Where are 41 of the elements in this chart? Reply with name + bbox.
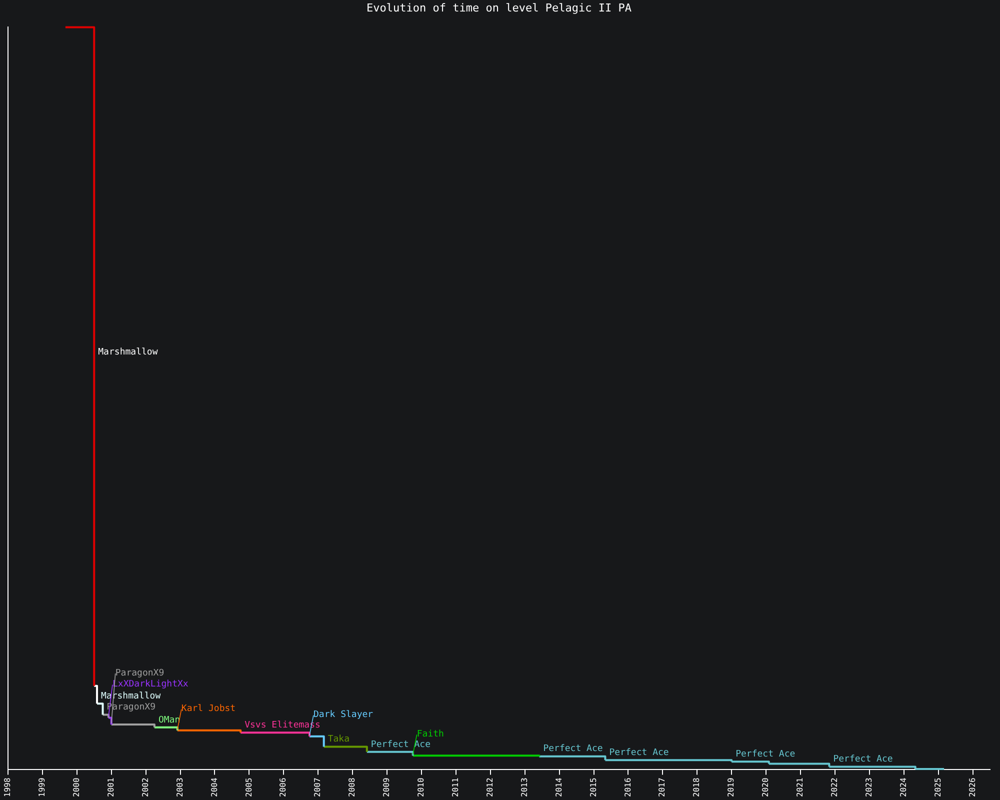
chart-title: Evolution of time on level Pelagic II PA bbox=[366, 1, 632, 14]
x-tick-label: 2010 bbox=[416, 778, 426, 797]
x-tick-label: 2000 bbox=[72, 778, 81, 797]
x-tick-label: 1999 bbox=[38, 778, 47, 797]
annotation: ParagonX9 bbox=[115, 668, 164, 678]
x-tick-label: 2019 bbox=[726, 778, 736, 797]
x-tick-label: 2014 bbox=[554, 778, 564, 797]
x-tick-label: 2016 bbox=[623, 778, 632, 797]
x-tick-label: 2021 bbox=[796, 778, 805, 797]
annotation: Karl Jobst bbox=[181, 704, 236, 714]
x-tick-label: 2011 bbox=[451, 778, 460, 797]
x-tick-label: 2015 bbox=[588, 778, 598, 797]
annotation: LxXDarkLightXx bbox=[112, 680, 189, 690]
annotation: Perfect Ace bbox=[609, 748, 669, 758]
x-tick-label: 2025 bbox=[933, 778, 942, 797]
annotation: Marshmallow bbox=[98, 347, 158, 358]
x-tick-label: 2023 bbox=[864, 778, 874, 797]
annotation: Taka bbox=[328, 734, 350, 745]
x-tick-label: 2003 bbox=[175, 778, 184, 797]
x-tick-label: 2017 bbox=[658, 778, 667, 797]
x-tick-label: 2018 bbox=[692, 778, 702, 797]
annotation: Dark Slayer bbox=[313, 710, 374, 720]
x-tick-label: 2002 bbox=[140, 778, 150, 797]
annotation: Perfect Ace bbox=[833, 754, 893, 765]
x-tick-label: 2022 bbox=[830, 778, 840, 797]
x-tick-label: 2007 bbox=[313, 778, 322, 797]
x-tick-label: 2013 bbox=[520, 778, 529, 797]
x-tick-label: 2020 bbox=[761, 778, 770, 797]
x-tick-label: 2006 bbox=[278, 778, 288, 797]
x-tick-label: 1998 bbox=[3, 778, 12, 797]
annotation: Perfect Ace bbox=[543, 744, 603, 754]
x-tick-label: 2024 bbox=[898, 778, 908, 797]
x-tick-label: 2004 bbox=[210, 778, 219, 797]
x-tick-label: 2026 bbox=[968, 778, 977, 797]
x-tick-label: 2008 bbox=[348, 778, 357, 797]
x-tick-label: 2009 bbox=[382, 778, 392, 797]
x-tick-label: 2012 bbox=[485, 778, 494, 797]
annotation: Perfect Ace bbox=[736, 749, 796, 760]
x-tick-label: 2001 bbox=[106, 778, 116, 797]
x-tick-label: 2005 bbox=[244, 778, 254, 797]
annotation: Faith bbox=[416, 729, 444, 740]
